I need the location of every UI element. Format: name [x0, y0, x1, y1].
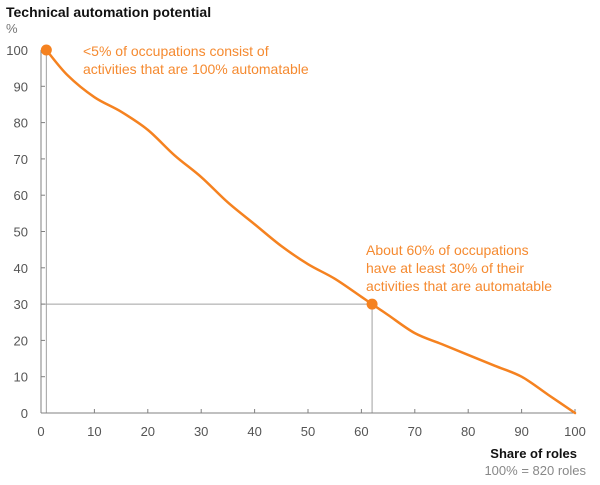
x-tick-label: 90 [514, 424, 528, 439]
annotation-top-line1: <5% of occupations consist of [83, 43, 269, 59]
y-tick-label: 70 [14, 152, 28, 167]
x-tick-label: 0 [37, 424, 44, 439]
annotation-top-line2: activities that are 100% automatable [83, 61, 309, 77]
x-axis-note: 100% = 820 roles [484, 463, 586, 478]
x-axis-title: Share of roles [490, 446, 577, 461]
y-tick-label: 20 [14, 333, 28, 348]
chart-title: Technical automation potential [6, 4, 212, 20]
x-tick-label: 20 [141, 424, 155, 439]
x-tick-label: 60 [354, 424, 368, 439]
y-tick-label: 80 [14, 116, 28, 131]
y-tick-label: 100 [6, 43, 28, 58]
annotation-mid-line1: About 60% of occupations [366, 242, 529, 258]
annotation-mid-line3: activities that are automatable [366, 278, 552, 294]
y-tick-label: 30 [14, 297, 28, 312]
y-tick-label: 0 [21, 406, 28, 421]
x-tick-label: 40 [247, 424, 261, 439]
x-tick-label: 30 [194, 424, 208, 439]
x-tick-label: 50 [301, 424, 315, 439]
x-tick-label: 100 [564, 424, 586, 439]
highlight-point-2 [366, 298, 378, 310]
y-axis-unit: % [6, 21, 18, 36]
y-tick-label: 60 [14, 188, 28, 203]
annotation-mid: About 60% of occupations have at least 3… [366, 241, 552, 295]
x-tick-label: 80 [461, 424, 475, 439]
x-tick-label: 10 [87, 424, 101, 439]
y-tick-label: 90 [14, 79, 28, 94]
x-tick-label: 70 [408, 424, 422, 439]
series-line [45, 48, 577, 415]
y-tick-label: 50 [14, 225, 28, 240]
highlight-point-1 [40, 44, 52, 56]
annotation-mid-line2: have at least 30% of their [366, 260, 524, 276]
y-tick-label: 10 [14, 370, 28, 385]
annotation-top: <5% of occupations consist of activities… [83, 42, 309, 78]
y-tick-label: 40 [14, 261, 28, 276]
